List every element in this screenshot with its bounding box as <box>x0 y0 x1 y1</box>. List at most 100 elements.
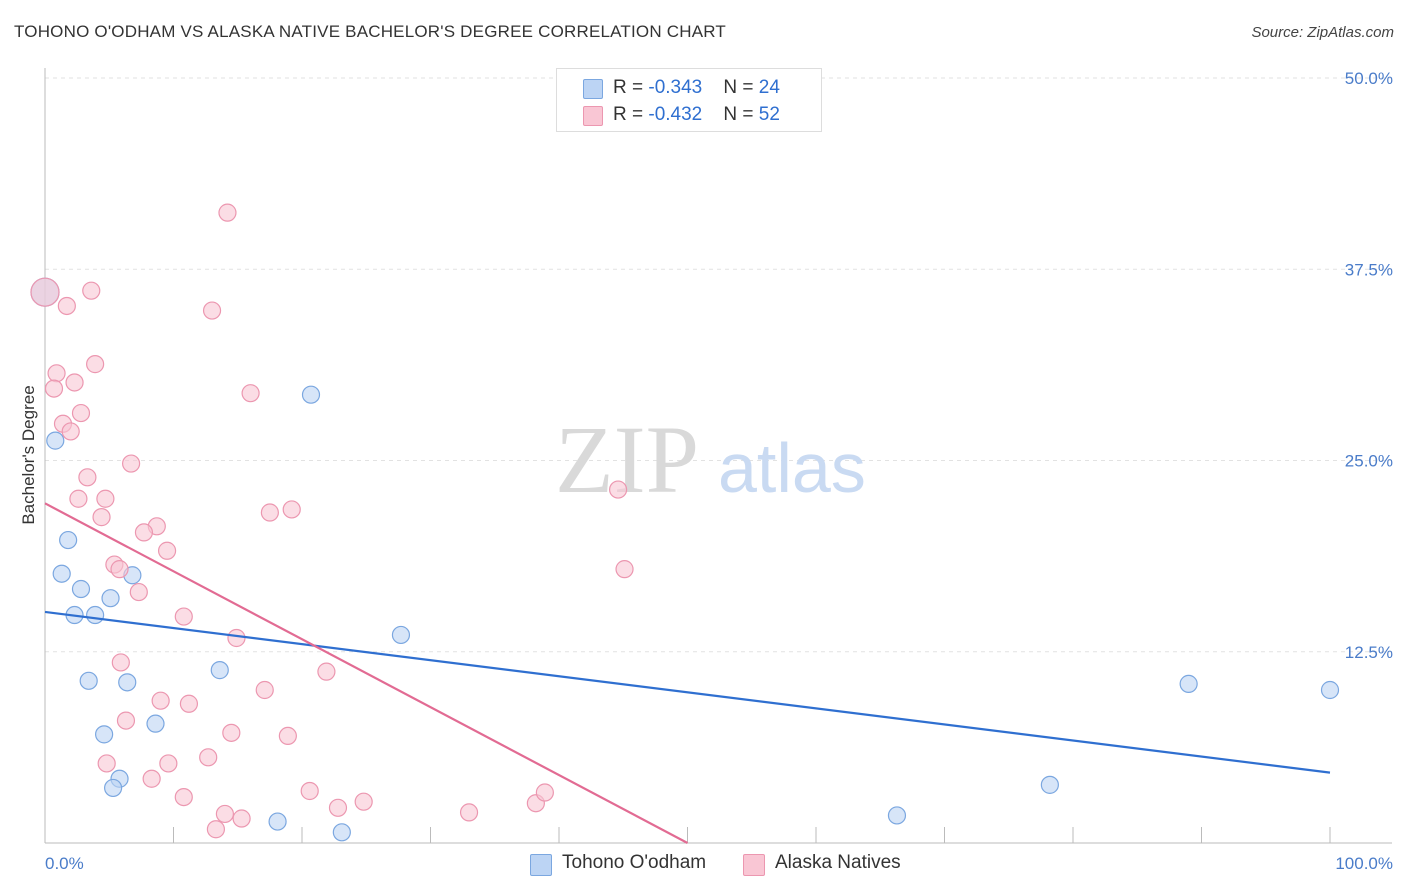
tohono-point-1 <box>46 431 65 450</box>
alaska-point-34 <box>222 723 241 742</box>
alaska-point-33 <box>116 711 136 730</box>
tohono-point-18 <box>332 823 351 842</box>
alaska-point-44 <box>215 804 234 824</box>
alaska-point-43 <box>354 792 373 811</box>
tohono-point-21 <box>1040 775 1059 794</box>
bottom-label-alaska: Alaska Natives <box>775 852 901 873</box>
alaska-point-39 <box>142 769 161 788</box>
alaska-point-29 <box>317 662 336 681</box>
bottom-label-tohono: Tohono O'odham <box>562 852 707 873</box>
legend-r-value: -0.343 <box>648 77 703 98</box>
alaska-point-5 <box>86 355 105 374</box>
alaska-point-18 <box>282 500 301 519</box>
alaska-point-42 <box>328 798 348 817</box>
alaska-point-19 <box>92 508 111 527</box>
watermark-zip: ZIP <box>555 406 699 513</box>
alaska-point-3 <box>57 296 76 316</box>
legend-n-value: 52 <box>758 104 780 125</box>
alaska-point-24 <box>110 560 129 579</box>
y-axis-label: Bachelor's Degree <box>19 385 38 524</box>
alaska-point-17 <box>260 503 279 522</box>
alaska-point-47 <box>459 803 479 822</box>
y-tick-label-2: 37.5% <box>1345 260 1393 279</box>
tohono-point-23 <box>1320 680 1340 700</box>
alaska-point-15 <box>69 489 88 508</box>
tohono-point-9 <box>79 671 98 690</box>
tohono-point-2 <box>59 530 78 550</box>
alaska-point-13 <box>121 454 141 473</box>
y-tick-label-3: 50.0% <box>1345 69 1393 88</box>
tohono-point-11 <box>210 661 229 680</box>
alaska-point-31 <box>151 691 170 710</box>
alaska-point-12 <box>61 422 80 441</box>
y-tick-label-0: 12.5% <box>1345 643 1393 662</box>
alaska-point-37 <box>159 754 178 773</box>
alaska-point-28 <box>111 653 130 672</box>
tohono-point-4 <box>71 579 91 599</box>
legend-n-label: N = <box>723 77 759 98</box>
alaska-point-40 <box>174 787 193 807</box>
grid-lines <box>45 77 1392 653</box>
alaska-point-8 <box>65 373 84 392</box>
alaska-point-22 <box>157 541 177 560</box>
tohono-point-10 <box>118 673 137 692</box>
alaska-point-51 <box>615 560 634 579</box>
tohono-point-3 <box>52 564 71 583</box>
legend-n-label: N = <box>723 104 759 125</box>
alaska-point-41 <box>300 781 319 801</box>
tohono-point-6 <box>86 605 105 625</box>
alaska-point-26 <box>174 607 193 626</box>
alaska-point-49 <box>535 783 554 802</box>
correlation-legend: R = -0.343 N = 24 R = -0.432 N = 52 <box>556 68 822 132</box>
chart-title: TOHONO O'ODHAM VS ALASKA NATIVE BACHELOR… <box>14 22 727 41</box>
alaska-point-32 <box>179 694 199 713</box>
alaska-point-2 <box>82 281 101 300</box>
tohono-point-13 <box>95 725 114 744</box>
alaska-point-25 <box>129 582 148 602</box>
x-tick-label-0: 0.0% <box>45 854 84 873</box>
alaska-point-4 <box>202 301 222 320</box>
alaska-point-7 <box>44 379 64 398</box>
alaska-point-36 <box>97 754 116 773</box>
legend-swatch-alaska <box>583 106 603 126</box>
tohono-point-16 <box>268 812 287 831</box>
axes <box>44 68 1392 844</box>
alaska-point-50 <box>609 480 628 499</box>
alaska-point-45 <box>232 809 251 828</box>
alaska-point-0 <box>30 277 60 307</box>
alaska-point-38 <box>199 748 218 767</box>
tohono-point-22 <box>1179 674 1198 693</box>
tohono-point-7 <box>101 589 120 608</box>
x-tick-labels: 0.0% 100.0% <box>45 854 1393 873</box>
alaska-point-21 <box>134 523 154 542</box>
x-tick-label-1: 100.0% <box>1335 854 1393 873</box>
tohono-point-20 <box>887 806 907 825</box>
bottom-swatch-alaska <box>743 854 765 876</box>
tohono-point-12 <box>146 714 165 733</box>
legend-r-label: R = <box>613 77 649 98</box>
tohono-point-17 <box>301 385 321 404</box>
tohono-point-15 <box>104 778 123 798</box>
y-tick-label-1: 25.0% <box>1345 452 1393 471</box>
alaska-point-27 <box>227 628 246 648</box>
alaska-point-10 <box>71 403 91 423</box>
alaska-point-14 <box>78 468 97 487</box>
alaska-point-35 <box>278 726 297 746</box>
alaska-trend-line <box>44 502 689 844</box>
legend-swatch-tohono <box>583 79 603 99</box>
watermark-atlas: atlas <box>718 429 866 507</box>
legend-r-label: R = <box>613 104 649 125</box>
alaska-point-46 <box>206 820 226 839</box>
bottom-swatch-tohono <box>530 854 552 876</box>
data-points <box>30 203 1340 842</box>
trend-lines <box>44 502 1331 844</box>
tohono-point-19 <box>391 625 411 645</box>
alaska-point-9 <box>241 384 260 403</box>
alaska-point-16 <box>96 489 115 508</box>
legend-n-value: 24 <box>758 77 780 98</box>
tohono-trend-line <box>44 610 1331 774</box>
legend-r-value: -0.432 <box>648 104 703 125</box>
alaska-point-6 <box>47 364 66 383</box>
y-tick-labels: 12.5% 25.0% 37.5% 50.0% <box>1345 69 1393 662</box>
